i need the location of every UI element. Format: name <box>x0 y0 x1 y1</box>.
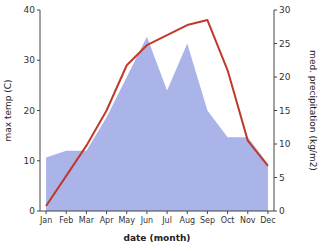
chart: 0 10 20 30 40 0 5 10 15 20 25 30 Jan Feb Mar AprMay Jun J… <box>0 0 318 247</box>
y2-tick <box>274 77 277 78</box>
x-tick-label: Jul <box>161 216 172 225</box>
y2-tick <box>274 211 277 212</box>
y2-tick <box>274 10 277 11</box>
y-tick <box>37 211 40 212</box>
y2-tick-label: 15 <box>279 106 290 116</box>
x-tick <box>106 211 107 214</box>
plot-area <box>46 20 268 211</box>
y-tick-label: 40 <box>24 5 36 15</box>
y-tick-label: 10 <box>24 156 36 166</box>
y2-tick <box>274 43 277 44</box>
y2-tick <box>274 144 277 145</box>
x-tick <box>126 211 127 214</box>
y2-axis-label: med. precipitation (kg/m2) <box>308 50 318 171</box>
x-tick <box>146 211 147 214</box>
x-tick-label: Nov <box>240 216 256 225</box>
y-tick <box>37 110 40 111</box>
x-tick-label: Apr <box>100 216 115 225</box>
y-tick <box>37 10 40 11</box>
x-tick <box>207 211 208 214</box>
y-tick <box>37 60 40 61</box>
x-tick-label: Aug <box>179 216 195 225</box>
y-tick-label: 0 <box>29 206 35 216</box>
y2-tick-label: 25 <box>279 39 290 49</box>
x-axis-label: date (month) <box>124 233 191 243</box>
x-tick <box>66 211 67 214</box>
x-tick <box>167 211 168 214</box>
y2-tick-label: 5 <box>279 173 285 183</box>
x-tick-label: May <box>118 216 135 225</box>
x-tick <box>187 211 188 214</box>
y2-tick <box>274 177 277 178</box>
precipitation-area <box>46 37 268 211</box>
x-tick <box>227 211 228 214</box>
y2-tick-label: 30 <box>279 5 291 15</box>
y-tick-label: 30 <box>24 55 36 65</box>
x-tick-label: Jan <box>39 216 52 225</box>
x-tick-label: Jun <box>140 216 154 225</box>
y-tick <box>37 160 40 161</box>
x-tick-label: Feb <box>59 216 73 225</box>
y2-tick-label: 0 <box>279 206 285 216</box>
x-tick-label: Oct <box>221 216 235 225</box>
y-tick-label: 20 <box>24 106 36 116</box>
x-tick-label: Dec <box>260 216 275 225</box>
x-tick <box>267 211 268 214</box>
temperature-line <box>46 20 268 206</box>
x-tick <box>247 211 248 214</box>
x-tick-label: Mar <box>79 216 95 225</box>
y-axis-label: max temp (C) <box>3 79 13 141</box>
x-tick <box>46 211 47 214</box>
y2-tick <box>274 110 277 111</box>
y2-tick-label: 10 <box>279 139 291 149</box>
y2-tick-label: 20 <box>279 72 291 82</box>
x-axis-line <box>40 211 274 212</box>
x-tick <box>86 211 87 214</box>
x-tick-label: Sep <box>200 216 215 225</box>
